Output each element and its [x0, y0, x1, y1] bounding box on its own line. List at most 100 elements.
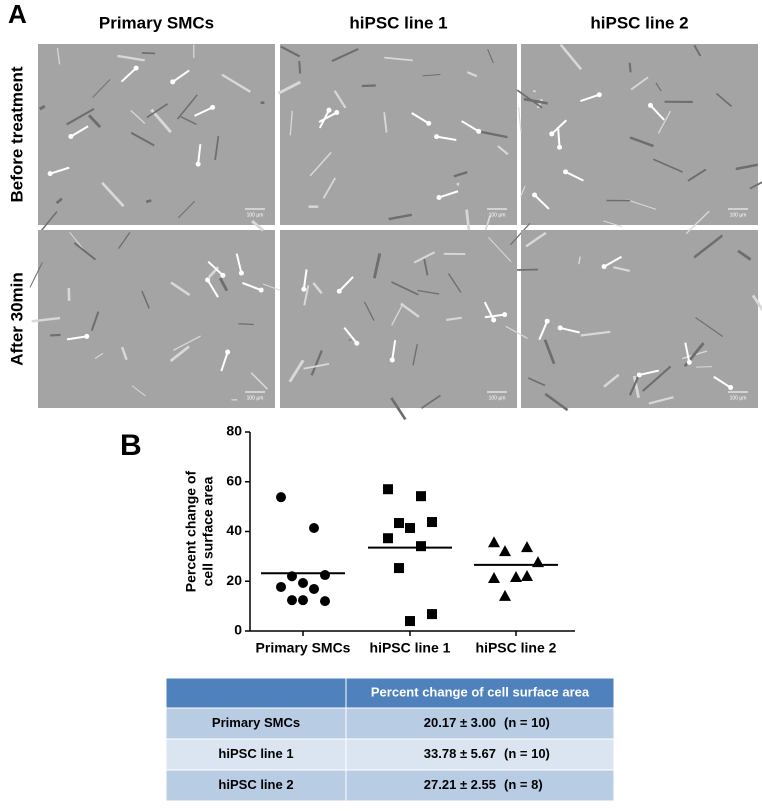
cell-texture: [310, 350, 323, 376]
arrow-head: [326, 107, 332, 113]
cell-texture: [413, 251, 436, 264]
arrow: [538, 320, 549, 341]
scale-bar-label: 100 µm: [730, 395, 747, 401]
cell-texture: [131, 385, 146, 397]
point: [287, 595, 297, 606]
cell-texture: [66, 107, 95, 126]
cell-texture: [559, 43, 583, 71]
cell-texture: [145, 199, 152, 204]
arrow-head: [205, 277, 211, 283]
arrow: [206, 279, 219, 298]
y-axis-label: cell surface area: [200, 476, 216, 586]
cell-texture: [466, 71, 478, 78]
cell-texture: [130, 131, 155, 147]
arrow: [484, 313, 505, 319]
cell-texture: [400, 302, 420, 318]
arrow-head: [170, 79, 176, 85]
point: [416, 541, 426, 552]
cell-texture: [653, 158, 683, 173]
x-tick-label: hiPSC line 1: [370, 640, 451, 656]
point: [488, 572, 500, 584]
arrow: [220, 351, 229, 372]
cell-texture: [117, 54, 145, 62]
column-title: hiPSC line 1: [349, 13, 447, 32]
cell-texture: [38, 104, 46, 111]
cell-texture: [250, 372, 269, 390]
arrow: [461, 120, 480, 133]
cell-texture: [303, 285, 310, 306]
cell-texture: [69, 231, 85, 252]
cell-texture: [251, 219, 265, 232]
cell-texture: [173, 335, 202, 351]
arrow-head: [549, 131, 555, 137]
y-tick-label: 40: [226, 522, 242, 538]
arrow-head: [238, 270, 244, 276]
cell-texture: [603, 220, 623, 228]
cell-texture: [288, 359, 305, 383]
cell-texture: [447, 273, 462, 293]
cell-texture: [331, 48, 359, 63]
arrow-head: [133, 65, 139, 71]
arrow: [533, 194, 550, 210]
arrow: [197, 144, 202, 165]
scale-bar-label: 100 µm: [489, 212, 506, 218]
arrow: [580, 93, 600, 103]
cell-texture: [655, 82, 662, 92]
table-cell: [345, 769, 615, 802]
arrow: [207, 260, 224, 277]
arrow-head: [563, 169, 569, 175]
arrow: [235, 253, 243, 274]
cell-texture: [303, 362, 330, 370]
row-label: hiPSC line 2: [218, 777, 293, 792]
x-tick-label: Primary SMCs: [256, 640, 351, 656]
cell-texture: [523, 97, 548, 105]
row-n: (n = 10): [504, 746, 550, 761]
arrow: [684, 342, 691, 363]
cell-texture: [309, 151, 332, 177]
cell-texture: [372, 253, 382, 279]
arrow: [318, 111, 338, 123]
micrograph: [280, 230, 517, 408]
cell-texture: [221, 73, 252, 93]
cell-texture: [391, 304, 403, 326]
point: [276, 581, 286, 592]
row-title: Before treatment: [7, 66, 26, 202]
arrow-head: [195, 161, 201, 167]
cell-texture: [118, 232, 131, 250]
cell-texture: [390, 397, 407, 421]
cell-texture: [749, 181, 762, 190]
arrow-head: [47, 171, 53, 177]
row-label: hiPSC line 1: [218, 746, 293, 761]
cell-texture: [280, 45, 301, 58]
scale-bar-label: 100 µm: [247, 395, 264, 401]
point: [521, 570, 533, 582]
micrograph: [38, 44, 275, 225]
point: [383, 484, 393, 495]
arrow-head: [334, 110, 340, 116]
cell-texture: [391, 281, 419, 296]
point: [320, 570, 330, 581]
point: [298, 595, 308, 606]
arrow-head: [220, 272, 226, 278]
cell-texture: [543, 339, 556, 365]
cell-texture: [422, 73, 441, 77]
cell-texture: [685, 210, 710, 235]
cell-texture: [510, 222, 531, 246]
row-label: Primary SMCs: [212, 715, 300, 730]
cell-texture: [90, 311, 100, 331]
y-tick-label: 0: [234, 622, 242, 638]
point: [309, 523, 319, 534]
cell-texture: [40, 211, 58, 232]
cell-texture: [56, 47, 61, 65]
column-title: Primary SMCs: [99, 13, 214, 32]
cell-texture: [520, 186, 526, 197]
cell-texture: [628, 62, 632, 73]
arrow: [343, 327, 358, 344]
cell-texture: [277, 80, 302, 95]
arrow-head: [434, 134, 440, 140]
arrow-head: [225, 349, 231, 355]
arrow-head: [647, 102, 653, 108]
arrow-head: [389, 357, 395, 363]
